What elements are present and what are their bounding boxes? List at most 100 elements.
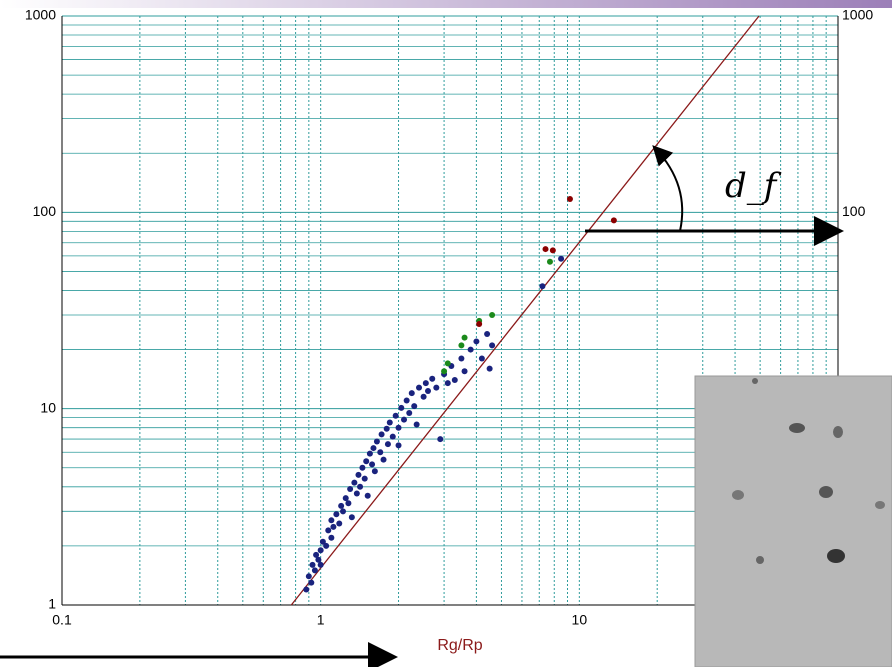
scatter-point [484, 331, 491, 338]
scatter-point [458, 355, 465, 362]
scatter-point [549, 247, 556, 254]
scatter-point [478, 355, 485, 362]
y-tick-label-right: 1000 [842, 7, 873, 23]
scatter-point [610, 217, 617, 224]
scatter-point [340, 508, 347, 515]
scatter-point [370, 445, 377, 452]
scatter-point [425, 388, 432, 395]
scatter-point [403, 397, 410, 404]
scatter-point [539, 283, 546, 290]
scatter-point [313, 551, 320, 558]
angle-arrow [652, 145, 684, 232]
scatter-point [319, 538, 326, 545]
scatter-point [328, 534, 335, 541]
scatter-point [363, 458, 370, 465]
scatter-point [558, 255, 565, 262]
scatter-point [411, 403, 418, 410]
scatter-point [348, 514, 355, 521]
scatter-point [371, 468, 378, 475]
scatter-point [476, 320, 483, 327]
scatter-point [489, 342, 496, 349]
x-tick-label: 10 [572, 612, 588, 628]
scatter-point [395, 424, 402, 431]
scatter-point [317, 547, 324, 554]
scatter-point [373, 438, 380, 445]
scatter-point [413, 421, 420, 428]
scatter-point [458, 342, 465, 349]
scatter-point [416, 384, 423, 391]
scatter-point [429, 375, 436, 382]
scatter-point [467, 346, 474, 353]
scatter-point [386, 419, 393, 426]
scatter-point [437, 436, 444, 443]
scatter-point [392, 412, 399, 419]
scatter-point [377, 449, 384, 456]
scatter-point [345, 500, 352, 507]
scatter-point [305, 573, 312, 580]
scatter-point [389, 433, 396, 440]
scatter-point [420, 393, 427, 400]
micrograph-inset [694, 375, 892, 668]
scatter-point [380, 456, 387, 463]
scatter-point [444, 360, 451, 367]
scatter-point [364, 492, 371, 499]
scatter-point [422, 380, 429, 387]
scatter-point [461, 334, 468, 341]
scatter-point [351, 479, 358, 486]
scatter-point [330, 523, 337, 530]
scatter-point [355, 471, 362, 478]
scatter-point [408, 390, 415, 397]
y-tick-label: 10 [40, 399, 56, 415]
y-tick-label: 100 [33, 203, 57, 219]
scatter-point [336, 520, 343, 527]
scatter-point [315, 556, 322, 563]
scatter-point [383, 425, 390, 432]
scatter-point [384, 441, 391, 448]
scatter-point [323, 542, 330, 549]
scatter-point [461, 368, 468, 375]
x-tick-label: 0.1 [52, 612, 72, 628]
y-tick-label: 1000 [25, 7, 56, 23]
scatter-point [489, 311, 496, 318]
scatter-point [347, 485, 354, 492]
scatter-point [366, 450, 373, 457]
header-band [0, 0, 892, 8]
scatter-point [378, 431, 385, 438]
marks [290, 15, 760, 606]
scatter-point [342, 495, 349, 502]
scatter-point [441, 368, 448, 375]
scatter-point [566, 195, 573, 202]
scatter-point [433, 384, 440, 391]
scatter-point [311, 567, 318, 574]
scatter-point [338, 502, 345, 509]
scatter-point [353, 490, 360, 497]
scatter-point [486, 365, 493, 372]
scatter-point [357, 483, 364, 490]
scatter-point [451, 376, 458, 383]
scatter-point [473, 338, 480, 345]
df-annotation: d_f [725, 166, 782, 206]
scatter-point [303, 586, 310, 593]
scatter-point [308, 579, 315, 586]
scatter-point [398, 404, 405, 411]
scatter-point [369, 461, 376, 468]
scatter-point [325, 527, 332, 534]
x-axis-label: Rg/Rp [437, 637, 482, 654]
scatter-point [401, 416, 408, 423]
fit-line [290, 15, 760, 606]
scatter-point [317, 561, 324, 568]
scatter-point [406, 410, 413, 417]
scatter-point [309, 561, 316, 568]
scatter-point [395, 442, 402, 449]
scatter-point [359, 464, 366, 471]
x-tick-label: 1 [317, 612, 325, 628]
scatter-point [361, 475, 368, 482]
y-tick-label: 1 [48, 596, 56, 612]
scatter-point [328, 517, 335, 524]
scatter-point [333, 511, 340, 518]
scatter-point [444, 380, 451, 387]
scatter-point [542, 246, 549, 253]
scatter-point [546, 258, 553, 265]
